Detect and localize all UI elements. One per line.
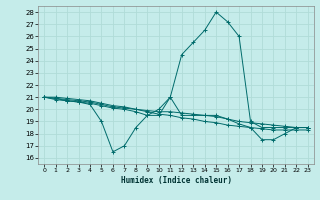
X-axis label: Humidex (Indice chaleur): Humidex (Indice chaleur) (121, 176, 231, 185)
